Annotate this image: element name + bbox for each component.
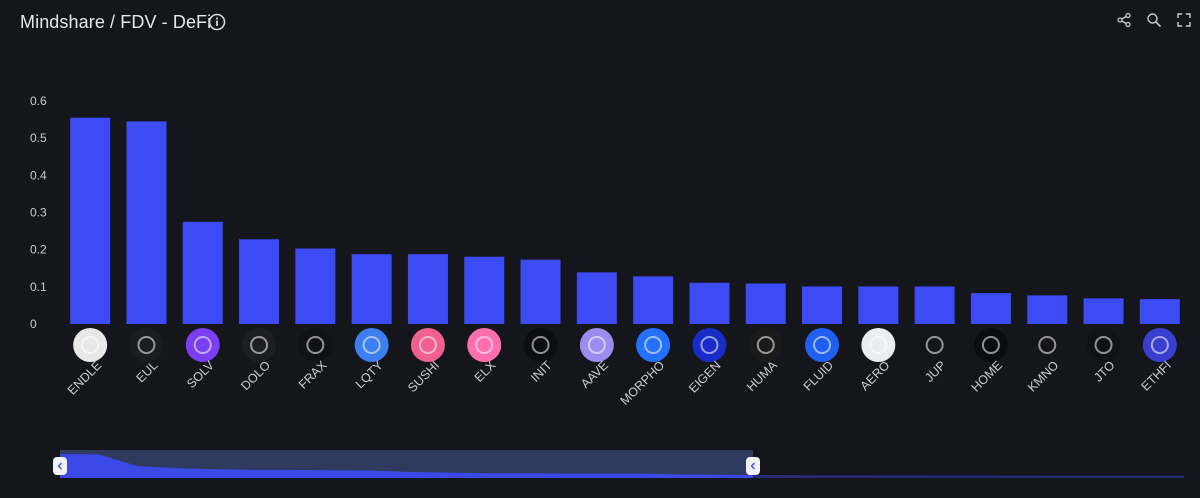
x-axis-labels: ENDLE EUL SOLV DOLO FRAX LQTY SUSHI ELX INIT AAVE… [65,358,1174,408]
x-tick-label: ETHFI [1139,358,1174,393]
x-tick-label: DOLO [238,358,273,393]
elx-logo-icon [467,328,502,362]
slider-unselected [753,450,1184,478]
bar-frax[interactable] [295,248,336,324]
bar-init[interactable] [520,259,561,324]
fluid-logo-icon [805,328,840,362]
kmno-logo-icon [1030,328,1065,362]
home-logo-icon [973,328,1008,362]
slider-handle-left[interactable] [53,457,67,475]
x-tick-label: FRAX [296,358,330,392]
x-tick-label: JTO [1091,358,1118,385]
y-tick-label: 0.6 [30,94,47,108]
bar-elx[interactable] [464,256,505,324]
slider-handle-right[interactable] [746,457,760,475]
y-tick-label: 0.3 [30,206,47,220]
x-tick-label: AAVE [578,358,611,391]
morpho-logo-icon [636,328,671,362]
wendle-logo-icon [73,328,108,362]
bar-jto[interactable] [1083,298,1124,324]
x-tick-label: HOME [969,358,1005,394]
lqty-logo-icon [354,328,389,362]
frax-logo-icon [298,328,333,362]
chart-title: Mindshare / FDV - DeFi [20,12,212,32]
bar-dolo[interactable] [239,239,280,324]
x-tick-label: INIT [528,358,555,385]
info-icon[interactable] [208,13,226,31]
bar-aero[interactable] [858,286,899,324]
bar-eul[interactable] [126,121,167,324]
y-tick-label: 0 [30,317,37,331]
bar-fluid[interactable] [802,286,843,324]
x-tick-label: EUL [133,358,160,385]
x-tick-label: ENDLE [65,358,104,397]
bar-huma[interactable] [745,283,786,324]
x-tick-label: SOLV [184,358,217,391]
jto-logo-icon [1086,328,1121,362]
init-logo-icon [523,328,558,362]
x-tick-label: EIGEN [686,358,723,395]
x-tick-label: ELX [472,358,499,385]
fullscreen-icon[interactable] [1176,12,1192,28]
ethfi-logo-icon [1142,328,1177,362]
bar-jup[interactable] [914,286,955,324]
aave-logo-icon [579,328,614,362]
eigen-logo-icon [692,328,727,362]
bar-endle[interactable] [70,117,111,324]
jup-logo-icon [917,328,952,362]
bar-series [70,117,1180,324]
bar-kmno[interactable] [1027,295,1068,324]
x-tick-label: MORPHO [618,358,668,408]
x-tick-label: JUP [922,358,949,385]
solv-logo-icon [185,328,220,362]
bar-lqty[interactable] [351,254,392,324]
bar-eigen[interactable] [689,282,730,324]
x-tick-label: KMNO [1025,358,1062,395]
range-slider [53,450,1184,478]
zoom-icon[interactable] [1146,12,1162,28]
y-axis: 0 0.1 0.2 0.3 0.4 0.5 0.6 [30,94,47,331]
bar-morpho[interactable] [633,276,674,324]
bar-sushi[interactable] [407,254,448,324]
y-tick-label: 0.5 [30,131,47,145]
bar-ethfi[interactable] [1139,299,1180,324]
y-tick-label: 0.4 [30,168,47,182]
chart-header: Mindshare / FDV - DeFi [0,0,1200,46]
dolo-logo-icon [242,328,277,362]
y-tick-label: 0.1 [30,280,47,294]
bar-home[interactable] [970,293,1011,324]
eul-logo-icon [129,328,164,362]
sushi-logo-icon [410,328,445,362]
share-icon[interactable] [1116,12,1132,28]
bar-solv[interactable] [182,221,223,324]
x-tick-label: HUMA [744,358,780,394]
x-tick-label: SUSHI [405,358,442,395]
x-tick-label: AERO [858,358,893,393]
slider-overview-area [60,454,1184,478]
aero-logo-icon [861,328,896,362]
y-tick-label: 0.2 [30,243,47,257]
huma-logo-icon [748,328,783,362]
x-tick-label: LQTY [353,358,386,391]
x-tick-label: FLUID [801,358,836,393]
bar-aave[interactable] [576,272,617,324]
logo-row [73,328,1177,362]
